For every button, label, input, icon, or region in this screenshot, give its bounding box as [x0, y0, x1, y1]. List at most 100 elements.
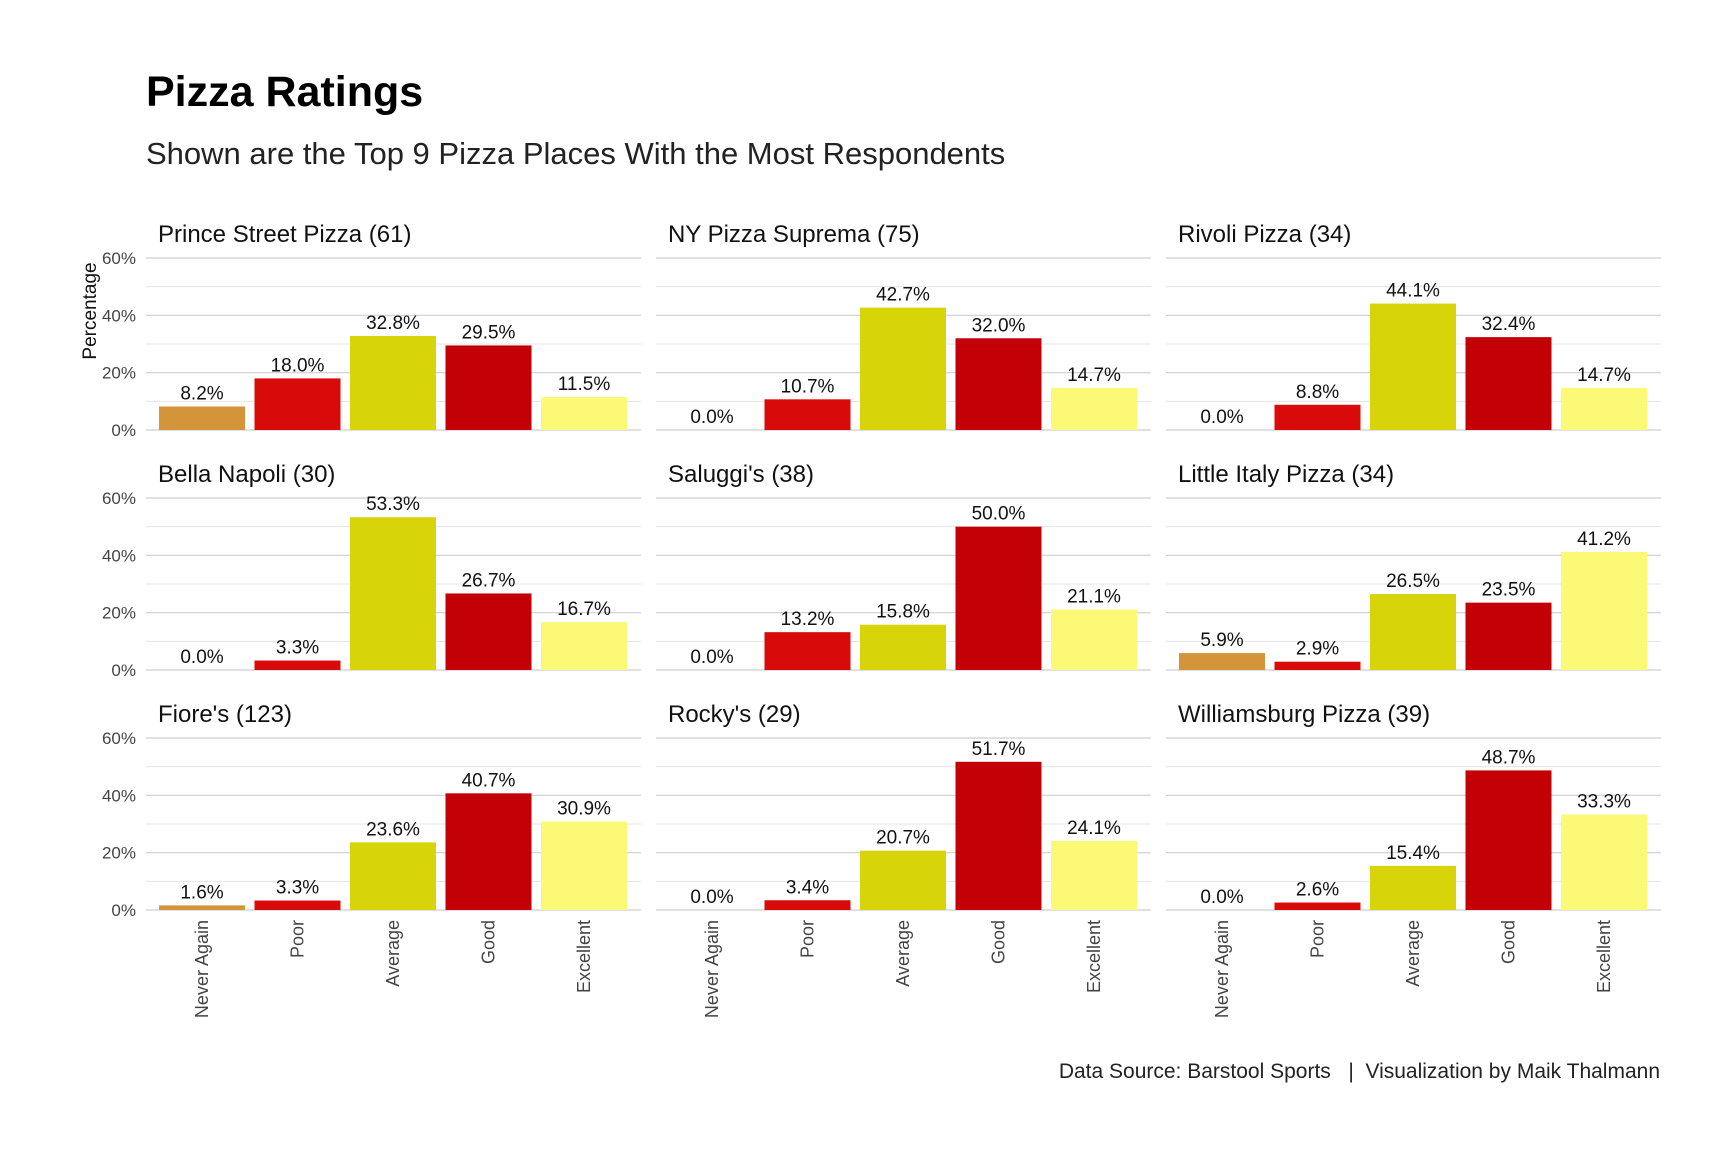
y-tick-label: 40%	[102, 786, 136, 805]
x-tick-label: Good	[989, 920, 1009, 964]
facet-title: Bella Napoli (30)	[158, 461, 335, 488]
bar	[1051, 387, 1137, 430]
y-axis-title: Percentage	[80, 262, 101, 359]
facet-title: Saluggi's (38)	[668, 461, 814, 488]
bar	[1370, 594, 1456, 670]
x-tick-label: Average	[1403, 920, 1423, 987]
data-label: 14.7%	[1577, 365, 1631, 386]
x-tick-label: Excellent	[574, 920, 594, 993]
data-label: 51.7%	[972, 739, 1026, 760]
bar	[254, 660, 341, 670]
bar	[254, 900, 341, 910]
bar	[1370, 303, 1456, 430]
facet-title: Fiore's (123)	[158, 701, 292, 728]
facet-title: Rocky's (29)	[668, 701, 801, 728]
caption: Data Source: Barstool Sports | Visualiza…	[1059, 1060, 1660, 1084]
data-label: 24.1%	[1067, 818, 1121, 839]
data-label: 42.7%	[876, 285, 930, 306]
bar	[159, 406, 245, 430]
x-tick-label: Poor	[798, 920, 818, 958]
bar	[1465, 770, 1552, 910]
data-label: 23.6%	[366, 819, 420, 840]
data-label: 21.1%	[1067, 587, 1121, 608]
y-tick-label: 40%	[102, 546, 136, 565]
facet-title: Prince Street Pizza (61)	[158, 221, 411, 248]
data-label: 0.0%	[1200, 887, 1243, 908]
facet-title: NY Pizza Suprema (75)	[668, 221, 920, 248]
bar	[1465, 337, 1552, 430]
data-label: 26.7%	[462, 570, 516, 591]
x-tick-label: Excellent	[1084, 920, 1104, 993]
data-label: 8.8%	[1296, 382, 1339, 403]
data-label: 11.5%	[558, 374, 611, 395]
data-label: 48.7%	[1482, 747, 1536, 768]
bar	[955, 526, 1042, 670]
x-tick-label: Good	[479, 920, 499, 964]
x-tick-label: Good	[1499, 920, 1519, 964]
data-label: 23.5%	[1482, 580, 1536, 601]
bar	[764, 399, 851, 430]
data-label: 16.7%	[557, 599, 611, 620]
y-tick-label: 60%	[102, 249, 136, 268]
x-tick-label: Average	[893, 920, 913, 987]
bar	[350, 842, 436, 910]
bar	[860, 624, 946, 670]
y-tick-label: 20%	[102, 604, 136, 623]
data-source: Data Source: Barstool Sports	[1058, 1060, 1331, 1083]
y-tick-label: 40%	[102, 306, 136, 325]
x-tick-label: Excellent	[1594, 920, 1614, 993]
data-label: 0.0%	[1200, 407, 1243, 428]
data-label: 5.9%	[1200, 630, 1243, 651]
data-label: 3.3%	[276, 638, 319, 659]
bar	[860, 307, 946, 430]
bar	[350, 517, 436, 670]
facet-title: Little Italy Pizza (34)	[1178, 461, 1394, 488]
bar	[541, 622, 627, 670]
chart-title: Pizza Ratings	[146, 68, 424, 116]
x-tick-label: Never Again	[702, 920, 722, 1018]
data-label: 3.4%	[786, 877, 829, 898]
data-label: 41.2%	[1577, 529, 1631, 550]
y-tick-label: 0%	[111, 661, 136, 680]
data-label: 15.8%	[876, 602, 930, 623]
data-label: 14.7%	[1067, 365, 1121, 386]
data-label: 2.9%	[1296, 639, 1339, 660]
data-label: 30.9%	[557, 798, 611, 819]
data-label: 29.5%	[462, 322, 516, 343]
data-label: 32.0%	[972, 315, 1026, 336]
data-label: 13.2%	[781, 609, 835, 630]
bar	[1051, 609, 1137, 670]
bar	[541, 821, 627, 910]
x-tick-label: Never Again	[192, 920, 212, 1018]
data-label: 18.0%	[271, 355, 325, 376]
data-label: 10.7%	[781, 376, 835, 397]
bar	[1561, 814, 1647, 910]
data-label: 20.7%	[876, 828, 930, 849]
data-label: 40.7%	[462, 770, 516, 791]
x-tick-label: Poor	[288, 920, 308, 958]
data-label: 3.3%	[276, 878, 319, 899]
data-label: 33.3%	[1577, 792, 1631, 813]
x-tick-label: Never Again	[1212, 920, 1232, 1018]
bar	[1465, 602, 1552, 670]
bar	[541, 397, 627, 430]
bar	[764, 900, 851, 910]
y-tick-label: 0%	[111, 901, 136, 920]
caption-separator: |	[1348, 1060, 1354, 1083]
data-label: 1.6%	[180, 882, 223, 903]
x-tick-label: Average	[383, 920, 403, 987]
data-label: 32.8%	[366, 313, 420, 334]
bar	[1051, 840, 1137, 910]
credit: Visualization by Maik Thalmann	[1365, 1060, 1660, 1083]
bar	[1274, 661, 1361, 670]
data-label: 26.5%	[1386, 571, 1440, 592]
bar	[955, 761, 1042, 910]
bar	[1179, 653, 1265, 670]
bar	[1274, 404, 1361, 430]
data-label: 0.0%	[690, 647, 733, 668]
bar	[445, 793, 532, 910]
data-label: 0.0%	[180, 647, 223, 668]
data-label: 53.3%	[366, 494, 420, 515]
chart-subtitle: Shown are the Top 9 Pizza Places With th…	[146, 136, 1006, 171]
